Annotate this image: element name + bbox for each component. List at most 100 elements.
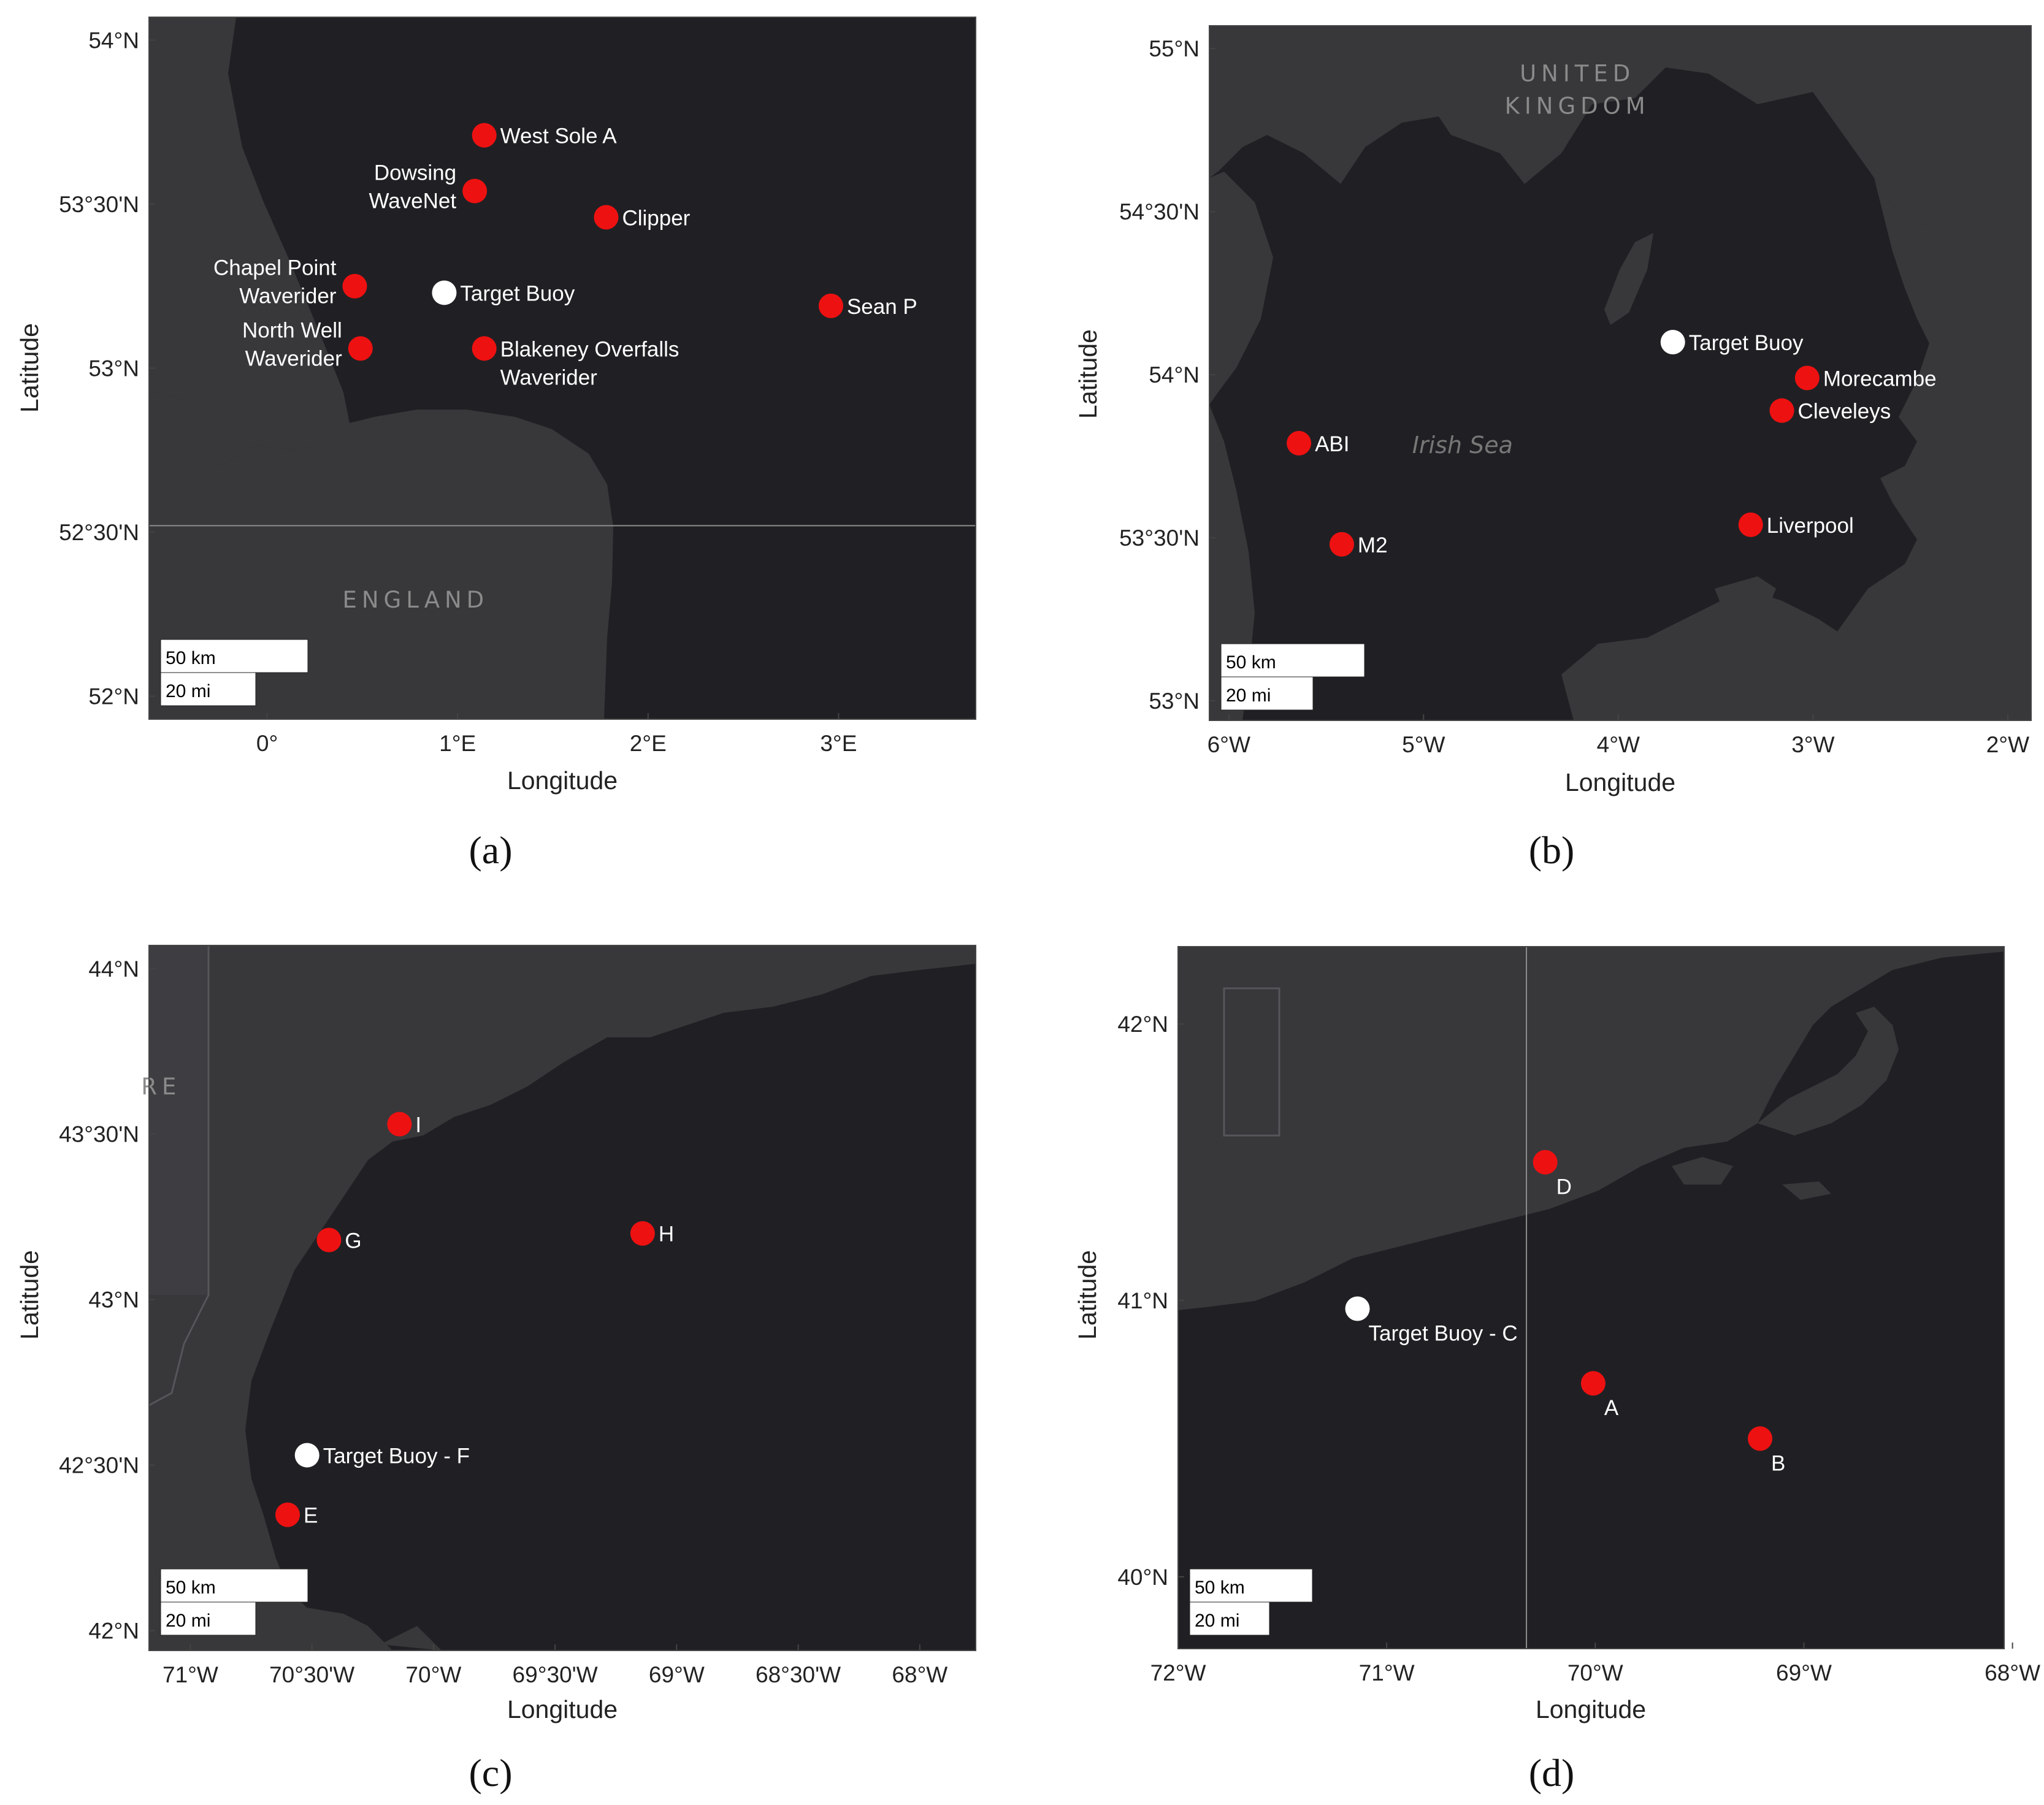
- station-marker[interactable]: [1794, 365, 1820, 391]
- x-tick-label: 2°W: [1986, 732, 2029, 757]
- station-label: G: [345, 1229, 361, 1253]
- y-tick-label: 43°30'N: [59, 1122, 139, 1147]
- map-panel-b: UNITED KINGDOM Irish Sea Target Buoy Moreca…: [1074, 25, 2032, 796]
- y-axis-label: Latitude: [15, 1250, 44, 1340]
- station-label: Clipper: [622, 206, 690, 230]
- station-marker[interactable]: [348, 336, 373, 361]
- target-buoy-marker[interactable]: [1660, 329, 1685, 354]
- land-layer: [149, 945, 976, 1650]
- scale-km-label: 50 km: [166, 1578, 216, 1598]
- x-tick-label: 2°E: [630, 731, 667, 756]
- land-layer: [1209, 26, 2031, 720]
- station-label: D: [1556, 1175, 1572, 1199]
- scale-mi-label: 20 mi: [166, 1611, 210, 1631]
- y-tick-label: 54°30'N: [1119, 199, 1200, 224]
- station-label: North Well: [242, 318, 342, 342]
- station-label: Blakeney Overfalls: [500, 337, 679, 361]
- station-marker[interactable]: [472, 336, 497, 361]
- place-labels: UNITED KINGDOM Irish Sea: [1412, 60, 1645, 459]
- y-axis-label: Latitude: [1074, 329, 1102, 419]
- station-marker[interactable]: [1769, 398, 1794, 423]
- station-label: Liverpool: [1767, 514, 1854, 538]
- y-tick-label: 42°N: [1117, 1012, 1168, 1037]
- scotland-coast: [1209, 26, 2031, 233]
- x-tick-label: 72°W: [1150, 1660, 1206, 1685]
- place-label: RE: [141, 1074, 181, 1100]
- y-tick-label: 53°N: [88, 356, 139, 381]
- x-tick-label: 0°: [256, 731, 278, 756]
- x-axis-label: Longitude: [507, 766, 618, 795]
- station-marker[interactable]: [594, 205, 619, 230]
- station-label: I: [415, 1113, 421, 1137]
- northern-ireland: [1209, 172, 1273, 405]
- markers: Target Buoy Morecambe Cleveleys ABI Liverpoo…: [1287, 329, 1937, 557]
- scale-km-label: 50 km: [166, 648, 216, 668]
- station-marker[interactable]: [1329, 532, 1354, 557]
- map-panel-c: RE I G H Target Buoy - F E 71°W 70°30'W 70°W 69…: [15, 945, 976, 1723]
- station-marker[interactable]: [316, 1227, 342, 1253]
- station-marker[interactable]: [818, 293, 843, 318]
- station-marker[interactable]: [1287, 430, 1312, 456]
- station-label: WaveNet: [369, 189, 456, 213]
- place-label: ENGLAND: [343, 587, 489, 613]
- x-ticks: 6°W 5°W 4°W 3°W 2°W: [1208, 714, 2029, 757]
- east-anglia: [149, 392, 613, 719]
- caption-c: (c): [469, 1751, 513, 1795]
- scale-mi-label: 20 mi: [166, 681, 210, 701]
- x-tick-label: 6°W: [1208, 732, 1250, 757]
- markers: West Sole A Dowsing WaveNet Clipper Chapel P…: [213, 123, 917, 389]
- y-ticks: 55°N 54°30'N 54°N 53°30'N 53°N: [1119, 36, 1215, 714]
- x-ticks: 0° 1°E 2°E 3°E: [256, 713, 857, 756]
- y-tick-label: 41°N: [1117, 1288, 1168, 1313]
- station-marker[interactable]: [275, 1502, 300, 1527]
- station-label: Waverider: [239, 284, 337, 308]
- station-marker[interactable]: [1748, 1426, 1773, 1451]
- station-marker[interactable]: [472, 123, 497, 148]
- scale-mi-label: 20 mi: [1195, 1611, 1239, 1631]
- x-tick-label: 71°W: [163, 1662, 218, 1687]
- cape-cod: [1758, 1007, 1899, 1135]
- target-buoy-marker[interactable]: [1345, 1296, 1370, 1321]
- scale-km-label: 50 km: [1195, 1578, 1245, 1598]
- station-label: Target Buoy - C: [1369, 1322, 1518, 1346]
- station-marker[interactable]: [342, 273, 367, 299]
- x-tick-label: 68°W: [1985, 1660, 2040, 1685]
- station-marker[interactable]: [630, 1221, 655, 1246]
- x-tick-label: 1°E: [439, 731, 476, 756]
- y-tick-label: 40°N: [1117, 1565, 1168, 1590]
- station-label: Dowsing: [374, 161, 456, 185]
- nantucket: [1782, 1181, 1831, 1200]
- x-tick-label: 69°W: [1776, 1660, 1832, 1685]
- x-tick-label: 70°W: [405, 1662, 461, 1687]
- lincolnshire-coast: [149, 17, 350, 466]
- station-marker[interactable]: [1580, 1371, 1606, 1396]
- y-tick-label: 53°30'N: [1119, 525, 1200, 551]
- station-marker[interactable]: [462, 178, 488, 204]
- station-label: Waverider: [245, 346, 343, 370]
- target-buoy-marker[interactable]: [294, 1443, 320, 1468]
- x-axis-label: Longitude: [507, 1695, 618, 1723]
- x-axis-label: Longitude: [1536, 1695, 1646, 1723]
- y-tick-label: 53°N: [1149, 689, 1200, 714]
- x-ticks: 72°W 71°W 70°W 69°W 68°W: [1150, 1643, 2040, 1685]
- target-buoy-marker[interactable]: [432, 280, 457, 305]
- station-marker[interactable]: [387, 1112, 412, 1137]
- station-marker[interactable]: [1738, 512, 1763, 537]
- cumbria-lancashire: [1837, 178, 2031, 720]
- station-label: Morecambe: [1823, 367, 1937, 391]
- station-label: ABI: [1315, 432, 1349, 456]
- marthas-vineyard: [1672, 1157, 1733, 1185]
- x-tick-label: 71°W: [1359, 1660, 1415, 1685]
- map-frame: [1209, 25, 2032, 721]
- station-label: Sean P: [847, 295, 917, 319]
- x-ticks: 71°W 70°30'W 70°W 69°30'W 69°W 68°30'W 68°W: [163, 1644, 947, 1687]
- scale-bar: 50 km 20 mi: [1220, 643, 1365, 711]
- cape-ann: [380, 1626, 442, 1650]
- y-tick-label: 44°N: [88, 956, 139, 982]
- sea-name-label: Irish Sea: [1412, 432, 1513, 459]
- y-tick-label: 42°30'N: [59, 1453, 139, 1478]
- station-label: West Sole A: [500, 124, 618, 148]
- station-marker[interactable]: [1533, 1150, 1558, 1175]
- x-tick-label: 3°E: [820, 731, 857, 756]
- y-ticks: 44°N 43°30'N 43°N 42°30'N 42°N: [59, 956, 155, 1644]
